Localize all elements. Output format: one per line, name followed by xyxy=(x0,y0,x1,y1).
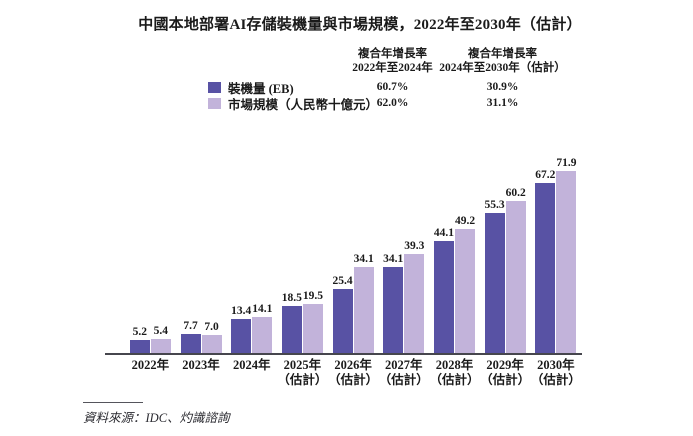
bar-column: 13.4 xyxy=(231,305,251,353)
cagr-value-market-2024-2030: 31.1% xyxy=(486,97,519,109)
source-divider xyxy=(83,402,143,403)
cagr-header-line1: 複合年增長率 xyxy=(468,48,537,60)
bar-value-label: 71.9 xyxy=(556,157,577,170)
x-axis-label: 2024年 xyxy=(232,358,271,372)
chart-title: 中國本地部署AI存儲裝機量與市場規模，2022年至2030年（估計） xyxy=(138,17,582,33)
bar-column: 34.1 xyxy=(354,253,374,353)
bar-installed-base xyxy=(332,288,353,353)
bar-group: 25.4 34.1 xyxy=(328,157,379,353)
bar-value-label: 34.1 xyxy=(383,252,404,265)
bar-value-label: 67.2 xyxy=(535,169,556,181)
cagr-header-2022-2024: 複合年增長率 2022年至2024年 xyxy=(325,48,460,75)
bar-column: 7.7 xyxy=(180,319,201,353)
bar-market-size xyxy=(455,228,476,353)
bar-group: 5.2 5.4 xyxy=(125,157,176,353)
x-axis-label: 2030年 （估計） xyxy=(530,358,581,387)
bar-chart-plot-area: 5.2 5.4 7.7 7.0 13.4 14.1 18.5 19.5 25.4 34.1 34.1… xyxy=(105,148,582,355)
bar-column: 5.4 xyxy=(150,325,171,353)
bar-market-size xyxy=(505,200,526,353)
legend-label-market-size: 市場規模（人民幣十億元） xyxy=(228,98,379,112)
bar-value-label: 5.2 xyxy=(132,325,148,338)
legend-swatch-installed-base xyxy=(208,82,221,93)
x-axis-label: 2026年 （估計） xyxy=(328,358,379,387)
bar-groups: 5.2 5.4 7.7 7.0 13.4 14.1 18.5 19.5 25.4 34.1 34.1… xyxy=(125,157,581,353)
x-axis-label: 2025年 （估計） xyxy=(277,358,328,387)
bar-installed-base xyxy=(484,213,505,353)
bar-column: 34.1 xyxy=(383,253,403,353)
bar-column: 7.0 xyxy=(201,321,222,353)
bar-column: 71.9 xyxy=(556,157,576,353)
bar-group: 44.1 49.2 xyxy=(429,157,480,353)
bar-value-label: 39.3 xyxy=(404,239,425,252)
cagr-value-installed-2022-2024: 60.7% xyxy=(376,81,409,93)
bar-market-size xyxy=(201,335,222,353)
x-axis-label: 2027年 （估計） xyxy=(378,358,429,387)
bar-installed-base xyxy=(281,306,302,353)
bar-column: 39.3 xyxy=(404,240,424,353)
bar-column: 60.2 xyxy=(506,187,526,353)
bar-value-label: 49.2 xyxy=(454,214,476,227)
bar-group: 7.7 7.0 xyxy=(176,157,227,353)
cagr-header-line2: 2022年至2024年 xyxy=(352,61,433,74)
bar-value-label: 34.1 xyxy=(353,252,374,265)
legend-row-market-size: 市場規模（人民幣十億元） xyxy=(208,96,578,112)
bar-market-size xyxy=(252,317,273,353)
bar-column: 5.2 xyxy=(129,325,150,353)
cagr-header-2024-2030: 複合年增長率 2024年至2030年（估計） xyxy=(430,48,575,75)
bar-column: 18.5 xyxy=(282,292,302,353)
legend-row-installed-base: 裝機量 (EB) xyxy=(208,80,578,96)
bar-value-label: 14.1 xyxy=(252,303,273,316)
bar-installed-base xyxy=(535,183,556,353)
bar-market-size xyxy=(353,266,374,353)
bar-group: 18.5 19.5 xyxy=(277,157,328,353)
bar-column: 49.2 xyxy=(454,214,476,353)
bar-column: 25.4 xyxy=(332,274,353,353)
cagr-header-line2: 2024年至2030年（估計） xyxy=(439,61,566,74)
x-axis-label: 2022年 xyxy=(131,358,170,372)
bar-value-label: 7.7 xyxy=(183,319,198,332)
x-axis-labels: 2022年 2023年 2024年 2025年 （估計） 2026年 （估計） 2027年 （估… xyxy=(125,358,581,388)
bar-group: 55.3 60.2 xyxy=(480,157,531,353)
bar-value-label: 25.4 xyxy=(332,274,353,287)
bar-value-label: 19.5 xyxy=(302,289,324,302)
bar-value-label: 44.1 xyxy=(433,227,454,240)
cagr-value-market-2022-2024: 62.0% xyxy=(376,97,409,109)
x-axis-label: 2023年 xyxy=(182,358,220,372)
bar-value-label: 55.3 xyxy=(484,199,505,212)
x-axis-label: 2029年 （估計） xyxy=(480,358,531,387)
bar-installed-base xyxy=(129,339,150,353)
bar-value-label: 7.0 xyxy=(204,321,219,334)
legend-label-installed-base: 裝機量 (EB) xyxy=(228,82,294,96)
bar-group: 67.2 71.9 xyxy=(531,157,582,353)
bar-installed-base xyxy=(383,266,404,353)
bar-installed-base xyxy=(231,319,252,353)
bar-value-label: 13.4 xyxy=(231,305,252,318)
legend-swatch-market-size xyxy=(208,98,221,109)
cagr-header-line1: 複合年增長率 xyxy=(358,48,427,60)
cagr-value-installed-2024-2030: 30.9% xyxy=(486,81,519,93)
bar-column: 44.1 xyxy=(434,227,454,353)
bar-value-label: 5.4 xyxy=(153,325,169,338)
bar-group: 13.4 14.1 xyxy=(226,157,277,353)
bar-market-size xyxy=(556,171,577,353)
bar-value-label: 60.2 xyxy=(505,186,526,199)
x-axis-label: 2028年 （估計） xyxy=(429,358,480,387)
bar-installed-base xyxy=(180,333,201,353)
bar-market-size xyxy=(302,303,323,353)
bar-value-label: 18.5 xyxy=(281,292,302,305)
bar-market-size xyxy=(150,339,171,353)
bar-column: 55.3 xyxy=(485,199,505,353)
bar-column: 19.5 xyxy=(303,290,323,353)
bar-column: 67.2 xyxy=(535,169,555,353)
source-note: 資料來源：IDC、灼識諮詢 xyxy=(83,411,230,425)
bar-market-size xyxy=(404,253,425,353)
bar-installed-base xyxy=(433,241,454,353)
bar-column: 14.1 xyxy=(252,303,272,353)
bar-group: 34.1 39.3 xyxy=(378,157,429,353)
